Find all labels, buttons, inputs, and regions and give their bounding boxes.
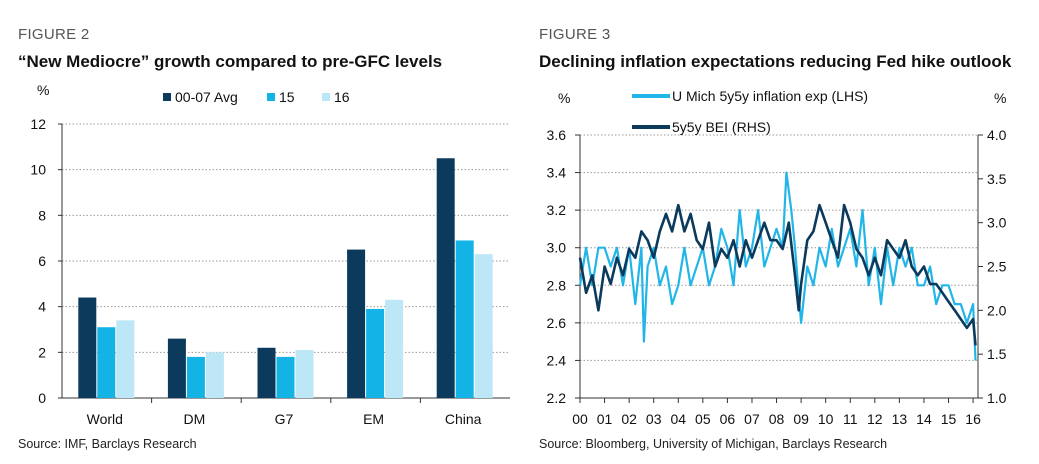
- bar-dm-0: [167, 338, 186, 398]
- x-tick-label: 13: [892, 411, 908, 427]
- y-tick-label: 12: [30, 116, 46, 132]
- y-tick-label: 8: [38, 207, 46, 223]
- x-tick-label: 15: [941, 411, 957, 427]
- right-y-tick-label: 4.0: [987, 127, 1007, 143]
- legend-swatch: [267, 93, 275, 101]
- x-tick-label: G7: [275, 411, 294, 427]
- bar-g7-2: [295, 350, 314, 398]
- figure-2: FIGURE 2 “New Mediocre” growth compared …: [0, 0, 515, 464]
- left-y-tick-label: 3.4: [547, 165, 567, 181]
- bar-em-1: [366, 308, 385, 398]
- figure-2-title: “New Mediocre” growth compared to pre-GF…: [18, 52, 443, 71]
- bar-china-2: [474, 254, 493, 398]
- left-y-tick-label: 2.6: [547, 315, 567, 331]
- bar-chart: % 0 2 4 6 8 10 12 World DM G7 EM China 00-07 Avg 15 16: [30, 82, 510, 427]
- bar-g7-1: [276, 356, 295, 398]
- bar-china-1: [455, 240, 474, 398]
- right-y-tick-label: 2.5: [987, 259, 1007, 275]
- x-tick-label: 06: [720, 411, 736, 427]
- bar-dm-1: [186, 356, 205, 398]
- bar-world-0: [78, 297, 97, 398]
- left-axis-unit: %: [558, 90, 570, 106]
- x-tick-label: 11: [843, 411, 858, 427]
- legend-label: U Mich 5y5y inflation exp (LHS): [672, 88, 868, 104]
- legend-label: 00-07 Avg: [175, 89, 238, 105]
- bar-em-2: [385, 299, 404, 398]
- left-y-tick-label: 3.6: [547, 127, 567, 143]
- figure-3-source: Source: Bloomberg, University of Michiga…: [539, 437, 888, 451]
- right-y-tick-label: 1.0: [987, 390, 1007, 406]
- y-tick-label: 2: [38, 344, 46, 360]
- legend-label: 16: [334, 89, 350, 105]
- x-tick-label: 10: [818, 411, 834, 427]
- legend-swatch: [322, 93, 330, 101]
- bar-china-0: [436, 158, 455, 398]
- x-tick-label: 07: [744, 411, 760, 427]
- x-tick-label: 12: [867, 411, 883, 427]
- x-tick-label: 16: [965, 411, 981, 427]
- x-tick-label: EM: [363, 411, 384, 427]
- y-tick-label: 6: [38, 253, 46, 269]
- figure-2-label: FIGURE 2: [18, 26, 90, 43]
- y-tick-label: 4: [38, 299, 46, 315]
- right-y-tick-label: 3.5: [987, 171, 1007, 187]
- legend-swatch: [163, 93, 171, 101]
- series-line-1: [578, 203, 977, 346]
- right-y-tick-label: 2.0: [987, 302, 1007, 318]
- figure-2-source: Source: IMF, Barclays Research: [18, 437, 197, 451]
- x-tick-label: DM: [184, 411, 206, 427]
- series-line-0: [578, 171, 977, 361]
- left-y-tick-label: 2.4: [547, 352, 567, 368]
- right-axis-unit: %: [994, 90, 1006, 106]
- x-tick-label: 14: [916, 411, 932, 427]
- left-y-tick-label: 3.2: [547, 202, 567, 218]
- figure-3: FIGURE 3 Declining inflation expectation…: [520, 0, 1039, 464]
- right-y-tick-label: 1.5: [987, 346, 1007, 362]
- y-tick-label: 10: [30, 162, 46, 178]
- bar-dm-2: [205, 352, 224, 398]
- x-tick-label: 02: [621, 411, 637, 427]
- x-tick-label: 03: [646, 411, 662, 427]
- x-tick-label: 09: [793, 411, 809, 427]
- line-chart: % % 2.2 2.4 2.6 2.8 3.0 3.2 3.4 3.6 1.0 1.5 2.0 2.5 3.…: [547, 88, 1007, 427]
- x-tick-label: 08: [769, 411, 785, 427]
- left-y-tick-label: 2.2: [547, 390, 567, 406]
- legend-label: 5y5y BEI (RHS): [672, 119, 771, 135]
- x-tick-label: 05: [695, 411, 711, 427]
- bar-em-0: [347, 249, 366, 398]
- legend-label: 15: [279, 89, 295, 105]
- figure-3-label: FIGURE 3: [539, 26, 611, 43]
- right-y-tick-label: 3.0: [987, 215, 1007, 231]
- x-tick-label: China: [445, 411, 482, 427]
- figure-3-title: Declining inflation expectations reducin…: [539, 52, 1012, 71]
- y-tick-label: 0: [38, 390, 46, 406]
- x-tick-label: 04: [670, 411, 686, 427]
- left-y-tick-label: 3.0: [547, 240, 567, 256]
- bar-world-2: [116, 320, 135, 398]
- left-y-tick-label: 2.8: [547, 277, 567, 293]
- x-tick-label: 00: [572, 411, 588, 427]
- x-tick-label: World: [87, 411, 123, 427]
- x-tick-label: 01: [597, 411, 613, 427]
- bar-g7-0: [257, 347, 276, 398]
- bar-world-1: [97, 327, 116, 398]
- y-axis-unit: %: [37, 82, 49, 98]
